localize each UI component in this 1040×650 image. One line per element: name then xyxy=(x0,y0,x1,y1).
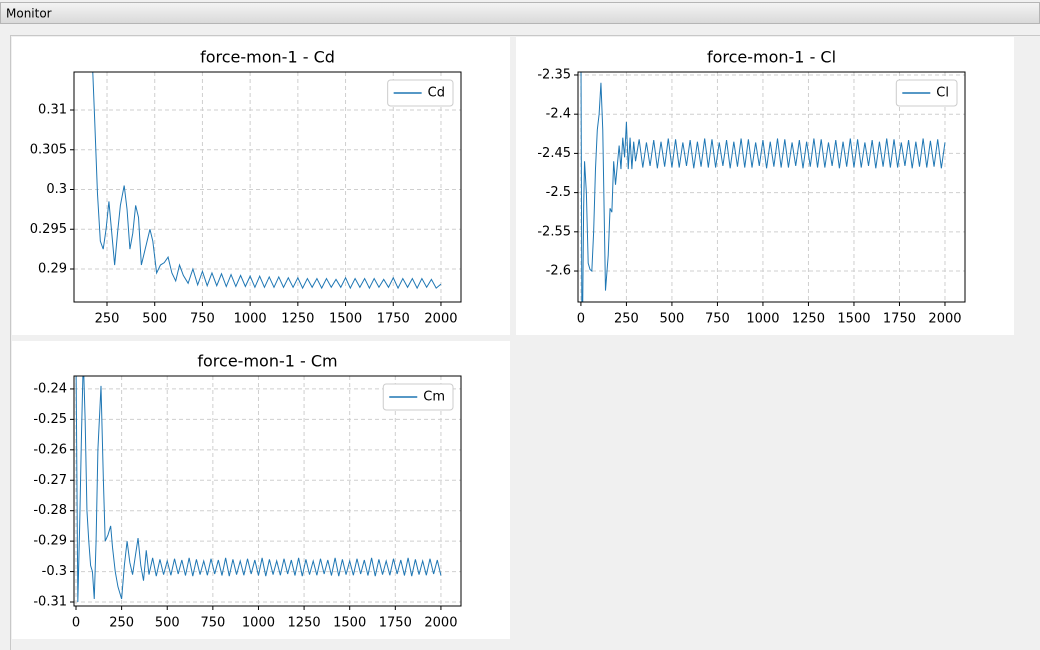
x-tick-label: 1000 xyxy=(242,616,275,631)
x-tick-label: 0 xyxy=(72,616,80,631)
y-tick-label: -2.45 xyxy=(537,146,571,161)
x-tick-label: 500 xyxy=(155,616,180,631)
y-tick-label: 0.29 xyxy=(38,262,67,277)
y-tick-label: -0.24 xyxy=(33,381,67,396)
y-tick-label: -0.25 xyxy=(33,412,67,427)
y-tick-label: -0.28 xyxy=(33,503,67,518)
y-tick-label: -0.29 xyxy=(33,534,67,549)
x-tick-label: 500 xyxy=(142,312,167,327)
x-tick-label: 1250 xyxy=(288,616,321,631)
y-tick-label: -0.3 xyxy=(42,564,67,579)
y-tick-label: -2.4 xyxy=(546,107,571,122)
axes-frame xyxy=(577,71,966,303)
chart: force-mon-1 - Cl 0 250 500 750 1000 1250 1500 17… xyxy=(516,37,1014,335)
chart-title: force-mon-1 - Cm xyxy=(197,352,337,371)
x-tick-label: 750 xyxy=(200,616,225,631)
x-tick-label: 500 xyxy=(660,312,685,327)
legend-label: Cm xyxy=(423,390,445,405)
window-title: Monitor xyxy=(6,7,52,21)
y-tick-label: -0.26 xyxy=(33,442,67,457)
x-tick-label: 1500 xyxy=(329,312,362,327)
axes-frame xyxy=(73,375,462,607)
legend: Cd xyxy=(387,79,454,107)
data-line xyxy=(92,72,442,290)
x-tick-label: 1750 xyxy=(883,312,916,327)
y-tick-label: -2.6 xyxy=(546,264,571,279)
x-tick-label: 1000 xyxy=(234,312,267,327)
title-bar xyxy=(0,2,1040,24)
x-tick-label: 1250 xyxy=(281,312,314,327)
y-tick-label: -2.35 xyxy=(537,67,571,82)
data-line xyxy=(580,72,946,302)
legend: Cl xyxy=(895,79,958,107)
y-tick-label: 0.3 xyxy=(46,182,67,197)
x-tick-label: 750 xyxy=(190,312,215,327)
chart: force-mon-1 - Cm 0 250 500 750 1000 1250 1500 17… xyxy=(12,341,510,639)
x-tick-label: 250 xyxy=(109,616,134,631)
x-tick-label: 2000 xyxy=(928,312,961,327)
legend-box xyxy=(382,383,454,411)
y-tick-label: -0.27 xyxy=(33,473,67,488)
x-tick-label: 1250 xyxy=(792,312,825,327)
x-tick-label: 1750 xyxy=(379,616,412,631)
x-tick-label: 2000 xyxy=(424,312,457,327)
x-tick-label: 0 xyxy=(577,312,585,327)
chart-title: force-mon-1 - Cl xyxy=(707,48,836,67)
chart: force-mon-1 - Cd 250 500 750 1000 1250 1500 175… xyxy=(12,37,510,335)
y-tick-label: -0.31 xyxy=(33,595,67,610)
legend-label: Cd xyxy=(428,86,445,101)
x-tick-label: 2000 xyxy=(424,616,457,631)
y-tick-label: -2.55 xyxy=(537,224,571,239)
x-tick-label: 1500 xyxy=(837,312,870,327)
x-tick-label: 1000 xyxy=(746,312,779,327)
legend: Cm xyxy=(382,383,454,411)
x-tick-label: 250 xyxy=(95,312,120,327)
y-tick-label: 0.295 xyxy=(30,222,67,237)
x-tick-label: 750 xyxy=(705,312,730,327)
y-tick-label: 0.305 xyxy=(30,142,67,157)
x-tick-label: 250 xyxy=(614,312,639,327)
x-tick-label: 1750 xyxy=(377,312,410,327)
legend-label: Cl xyxy=(936,86,949,101)
chart-title: force-mon-1 - Cd xyxy=(200,48,335,67)
data-line xyxy=(75,376,442,603)
y-tick-label: -2.5 xyxy=(546,185,571,200)
y-tick-label: 0.31 xyxy=(38,103,67,118)
x-tick-label: 1500 xyxy=(333,616,366,631)
axes-frame xyxy=(73,71,462,303)
